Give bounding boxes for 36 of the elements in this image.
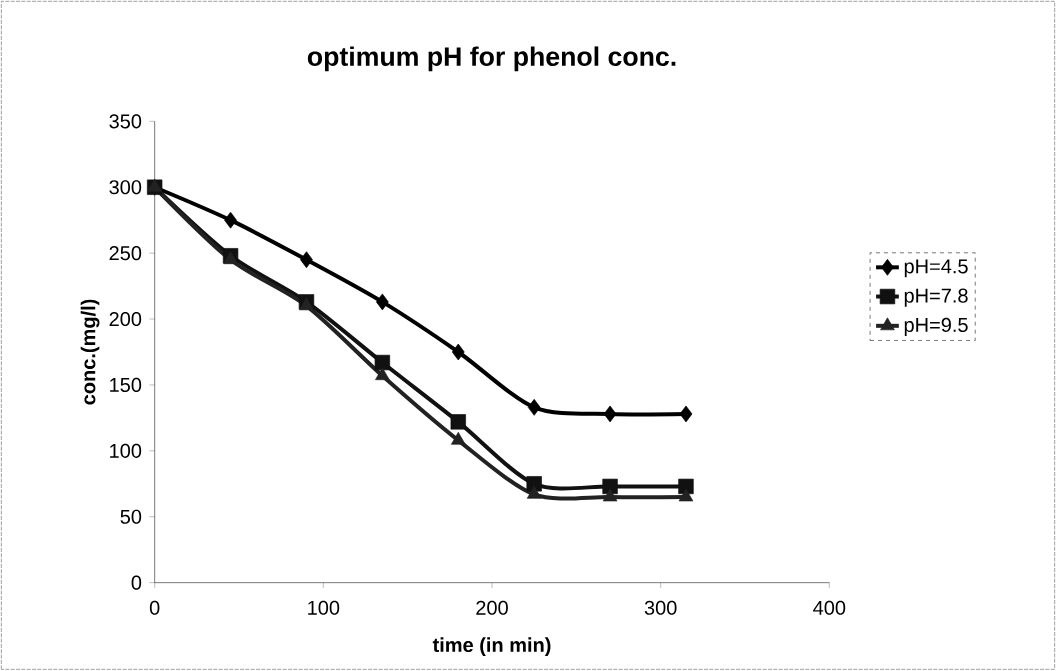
point [602,488,618,502]
y-axis-title: conc.(mg/l) [80,299,100,405]
point [300,251,313,269]
y-tick-label: 200 [109,312,142,327]
point [678,488,694,502]
y-tick-label: 150 [110,378,142,393]
y-tick-label: 350 [109,114,142,129]
point [526,476,542,492]
y-tick-label: 0 [131,575,142,590]
x-tick-label: 400 [813,600,846,616]
y-tick-label: 300 [109,180,142,195]
point [679,405,693,423]
point [450,414,466,430]
point [451,432,466,445]
point [602,478,618,495]
point [526,486,542,499]
point [374,355,391,371]
legend-label: pH=9.5 [904,318,968,337]
legend-label: pH=4.5 [904,259,968,278]
x-axis-title: time (in min) [432,637,551,657]
point [224,212,237,229]
point [376,293,389,311]
y-tick-label: 100 [110,443,142,459]
y-tick-label: 50 [120,509,142,524]
legend-label: pH=7.8 [904,288,968,307]
x-tick-label: 200 [476,600,508,616]
point [375,367,390,381]
point [603,405,617,423]
y-tick-label: 250 [109,246,142,261]
x-tick-label: 300 [644,600,677,616]
point [527,399,541,416]
point [147,179,162,192]
chart-title: optimum pH for phenol conc. [307,46,676,72]
x-tick-label: 0 [149,600,160,616]
point [451,343,465,361]
x-tick-label: 100 [308,600,340,616]
